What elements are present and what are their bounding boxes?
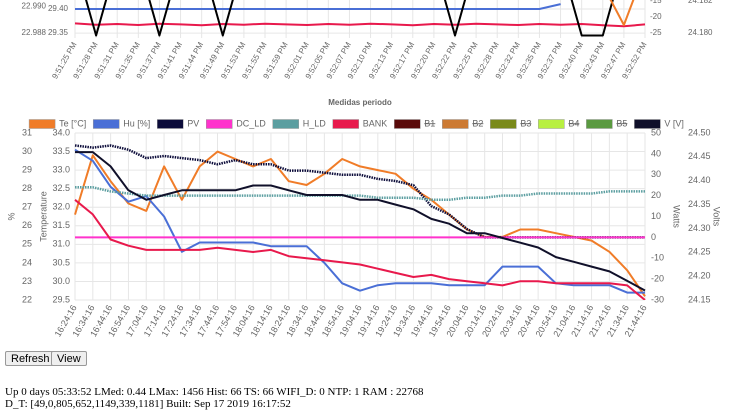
legend-label: V [V] (664, 118, 684, 128)
y-tick-label: 30.0 (52, 276, 70, 286)
legend-swatch (92, 119, 120, 129)
legend-swatch (394, 119, 421, 129)
axis-title: Temperature (38, 191, 48, 242)
view-button[interactable]: View (51, 351, 87, 366)
legend-label: BANK (363, 118, 388, 128)
legend-label: B5 (616, 118, 627, 128)
y-tick-label: 24.25 (688, 247, 711, 257)
axis-title: Volts (712, 207, 722, 227)
y-tick-label: 24.45 (688, 151, 711, 161)
status-line: D_T: [49,0,805,652,1149,339,1181] Built:… (5, 398, 291, 410)
y-tick-label: 31.5 (52, 220, 70, 230)
legend-label: Te [°C] (59, 118, 86, 128)
legend-label: Hu [%] (123, 118, 150, 128)
y-tick-label: 24.180 (688, 28, 713, 37)
y-tick-label: 22.988 (22, 28, 47, 37)
y-tick-label: 22.990 (22, 1, 47, 10)
y-tick-label: 50 (651, 127, 661, 137)
y-tick-label: 29.35 (48, 28, 69, 37)
legend-swatch (634, 119, 661, 129)
legend-label: H_LD (303, 118, 327, 128)
y-tick-label: 24 (22, 257, 32, 267)
y-tick-label: 24.40 (688, 175, 711, 185)
y-tick-label: 32.0 (52, 202, 70, 212)
y-tick-label: -20 (650, 12, 662, 21)
y-tick-label: 31 (22, 127, 32, 137)
status-line: Up 0 days 05:33:52 LMed: 0.44 LMax: 1456… (5, 386, 424, 398)
series-line (75, 3, 561, 10)
y-tick-label: 32.5 (52, 183, 70, 193)
y-tick-label: 31.0 (52, 239, 70, 249)
y-tick-label: 29 (22, 164, 32, 174)
legend-swatch (490, 119, 517, 129)
y-tick-label: 29.5 (52, 294, 70, 304)
series-line (74, 150, 646, 297)
y-tick-label: 30.5 (52, 257, 70, 267)
legend-label: B1 (424, 118, 435, 128)
y-tick-label: 26 (22, 220, 32, 230)
charts: 9:51:25 PM9:51:28 PM9:51:31 PM9:51:35 PM… (6, 0, 722, 339)
y-tick-label: -20 (651, 274, 664, 284)
y-tick-label: 23 (22, 276, 32, 286)
legend-label: DC_LD (236, 118, 266, 128)
series-line (609, 0, 635, 26)
legend-swatch (538, 119, 565, 129)
legend-swatch (28, 119, 56, 129)
legend-swatch (442, 119, 469, 129)
y-tick-label: 20 (651, 190, 661, 200)
y-tick-label: 25 (22, 239, 32, 249)
y-tick-label: 24.50 (688, 127, 711, 137)
y-tick-label: 24.15 (688, 294, 711, 304)
refresh-button[interactable]: Refresh (5, 351, 56, 366)
y-tick-label: 40 (651, 148, 661, 158)
legend-swatch (272, 119, 300, 129)
y-tick-label: -10 (651, 253, 664, 263)
axis-title: % (6, 212, 16, 220)
y-tick-label: 0 (651, 232, 656, 242)
legend-label: B2 (472, 118, 483, 128)
y-tick-label: 10 (651, 211, 661, 221)
chart-title: Medidas periodo (328, 98, 392, 107)
y-tick-label: -30 (651, 294, 664, 304)
y-tick-label: -15 (650, 0, 662, 5)
y-tick-label: 33.5 (52, 146, 70, 156)
series-line (74, 199, 646, 300)
y-tick-label: -25 (650, 28, 662, 37)
series-line (75, 151, 646, 292)
y-tick-label: 27 (22, 202, 32, 212)
legend-label: B4 (568, 118, 579, 128)
y-tick-label: 24.35 (688, 199, 711, 209)
legend-swatch (156, 119, 184, 129)
y-tick-label: 28 (22, 183, 32, 193)
series-line (74, 148, 645, 294)
y-tick-label: 30 (22, 146, 32, 156)
axis-title: Watts (672, 205, 682, 228)
series-line (75, 186, 645, 202)
y-tick-label: 29.40 (48, 4, 69, 13)
legend-swatch (206, 119, 233, 129)
y-tick-label: 34.0 (52, 127, 70, 137)
legend-label: B3 (520, 118, 531, 128)
y-tick-label: 24.20 (688, 271, 711, 281)
series-line (74, 22, 646, 28)
legend-swatch (332, 119, 360, 129)
legend-label: PV (187, 118, 199, 128)
y-tick-label: 22 (22, 294, 32, 304)
legend-swatch (586, 119, 613, 129)
y-tick-label: 24.30 (688, 223, 711, 233)
y-tick-label: 30 (651, 169, 661, 179)
y-tick-label: 33.0 (52, 164, 70, 174)
y-tick-label: 24.182 (688, 0, 713, 5)
legend: Te [°C] Hu [%] PV DC_LD H_LD BANK B1 B2 B3 B4 B5 V … (28, 118, 684, 129)
